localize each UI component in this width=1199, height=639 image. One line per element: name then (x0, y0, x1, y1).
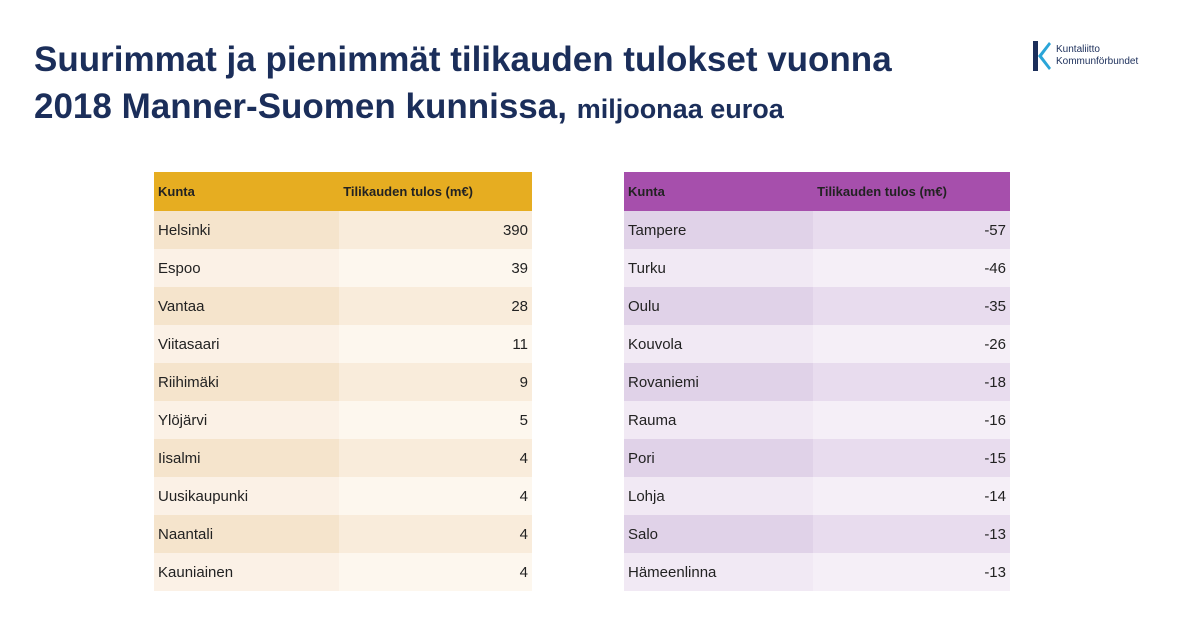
municipality-name: Kauniainen (154, 553, 340, 591)
municipality-name: Helsinki (154, 211, 340, 249)
result-value: 5 (339, 401, 532, 439)
column-header-kunta: Kunta (624, 172, 814, 211)
table-row: Helsinki 390 (154, 211, 532, 249)
top-results-table: Kunta Tilikauden tulos (m€) Helsinki 390 … (154, 172, 532, 591)
municipality-name: Salo (624, 515, 814, 553)
column-header-tulos: Tilikauden tulos (m€) (813, 172, 1010, 211)
municipality-name: Lohja (624, 477, 814, 515)
table-row: Naantali 4 (154, 515, 532, 553)
table-row: Oulu -35 (624, 287, 1010, 325)
municipality-name: Iisalmi (154, 439, 340, 477)
result-value: 4 (339, 439, 532, 477)
table-row: Pori -15 (624, 439, 1010, 477)
table-header-row: Kunta Tilikauden tulos (m€) (624, 172, 1010, 211)
result-value: 9 (339, 363, 532, 401)
result-value: -15 (813, 439, 1010, 477)
result-value: 4 (339, 477, 532, 515)
result-value: 28 (339, 287, 532, 325)
result-value: -18 (813, 363, 1010, 401)
municipality-name: Ylöjärvi (154, 401, 340, 439)
table-row: Turku -46 (624, 249, 1010, 287)
table-row: Lohja -14 (624, 477, 1010, 515)
kuntaliitto-logo-icon (1033, 41, 1051, 71)
column-header-tulos: Tilikauden tulos (m€) (339, 172, 532, 211)
kuntaliitto-logo: Kuntaliitto Kommunförbundet (1030, 36, 1180, 76)
result-value: -13 (813, 553, 1010, 591)
table-row: Rauma -16 (624, 401, 1010, 439)
table-row: Ylöjärvi 5 (154, 401, 532, 439)
municipality-name: Pori (624, 439, 814, 477)
title-line-2-text: 2018 Manner-Suomen kunnissa, (34, 87, 567, 126)
result-value: -57 (813, 211, 1010, 249)
result-value: -13 (813, 515, 1010, 553)
municipality-name: Uusikaupunki (154, 477, 340, 515)
municipality-name: Turku (624, 249, 814, 287)
logo-name-fi: Kuntaliitto (1056, 44, 1100, 55)
municipality-name: Naantali (154, 515, 340, 553)
title-line-2: 2018 Manner-Suomen kunnissa, miljoonaa e… (34, 83, 1014, 133)
bottom-results-table: Kunta Tilikauden tulos (m€) Tampere -57 T… (624, 172, 1010, 591)
table-header-row: Kunta Tilikauden tulos (m€) (154, 172, 532, 211)
table-row: Salo -13 (624, 515, 1010, 553)
table-row: Uusikaupunki 4 (154, 477, 532, 515)
result-value: -14 (813, 477, 1010, 515)
municipality-name: Rauma (624, 401, 814, 439)
table-row: Hämeenlinna -13 (624, 553, 1010, 591)
table-row: Iisalmi 4 (154, 439, 532, 477)
table-row: Espoo 39 (154, 249, 532, 287)
table-row: Kauniainen 4 (154, 553, 532, 591)
page-title: Suurimmat ja pienimmät tilikauden tuloks… (34, 36, 1014, 133)
municipality-name: Oulu (624, 287, 814, 325)
municipality-name: Vantaa (154, 287, 340, 325)
result-value: 11 (339, 325, 532, 363)
table-row: Tampere -57 (624, 211, 1010, 249)
table-row: Kouvola -26 (624, 325, 1010, 363)
result-value: -16 (813, 401, 1010, 439)
municipality-name: Hämeenlinna (624, 553, 814, 591)
municipality-name: Espoo (154, 249, 340, 287)
title-line-1: Suurimmat ja pienimmät tilikauden tuloks… (34, 40, 892, 79)
result-value: -35 (813, 287, 1010, 325)
result-value: 4 (339, 515, 532, 553)
table-row: Rovaniemi -18 (624, 363, 1010, 401)
municipality-name: Rovaniemi (624, 363, 814, 401)
result-value: -26 (813, 325, 1010, 363)
result-value: 4 (339, 553, 532, 591)
municipality-name: Kouvola (624, 325, 814, 363)
result-value: 390 (339, 211, 532, 249)
title-unit: miljoonaa euroa (576, 94, 784, 124)
result-value: 39 (339, 249, 532, 287)
table-row: Viitasaari 11 (154, 325, 532, 363)
table-row: Riihimäki 9 (154, 363, 532, 401)
table-row: Vantaa 28 (154, 287, 532, 325)
municipality-name: Tampere (624, 211, 814, 249)
municipality-name: Riihimäki (154, 363, 340, 401)
logo-name-sv: Kommunförbundet (1056, 56, 1139, 67)
result-value: -46 (813, 249, 1010, 287)
municipality-name: Viitasaari (154, 325, 340, 363)
column-header-kunta: Kunta (154, 172, 340, 211)
logo-text: Kuntaliitto Kommunförbundet (1056, 44, 1138, 68)
